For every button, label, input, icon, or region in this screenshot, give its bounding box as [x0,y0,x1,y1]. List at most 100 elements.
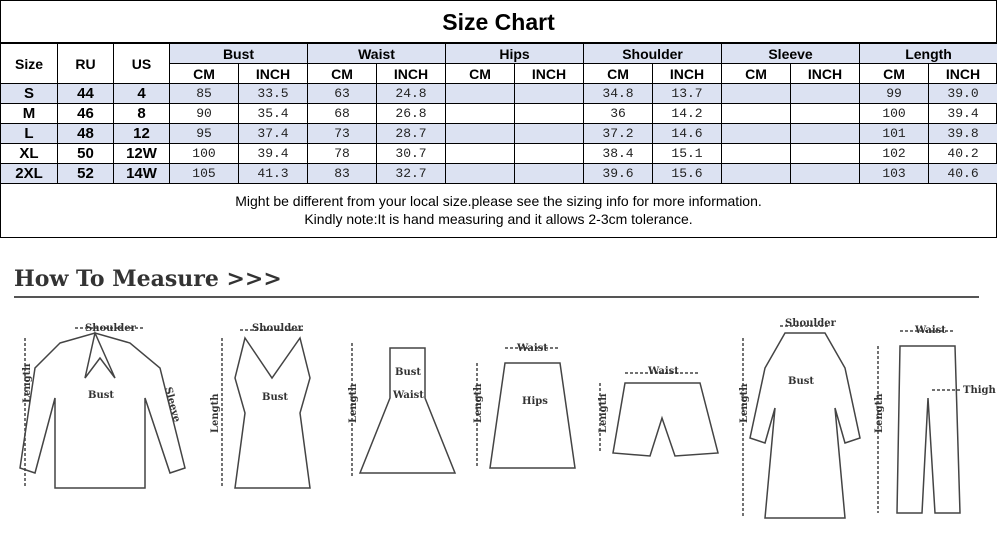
label-waist: Waist [516,343,548,354]
ru-cell: 48 [57,123,114,144]
measurement-cell: 33.5 [238,83,308,104]
measurement-cell [514,123,585,144]
measurement-cell: 85 [169,83,239,104]
header-cm: CM [859,63,930,84]
size-chart: Size Chart Size RU US Bust Waist Hips Shoulder… [0,0,997,238]
ru-cell: 44 [57,83,114,104]
size-note: Might be different from your local size.… [1,184,996,228]
label-shoulder: Shoulder [252,323,304,334]
measurement-cell: 100 [169,143,239,164]
measurement-cell: 30.7 [375,143,447,164]
measurement-cell: 36 [583,103,654,124]
header-size: Size [0,43,58,84]
measurement-cell [790,163,861,184]
header-inch: INCH [790,63,861,84]
label-length: Length [739,383,750,423]
us-cell: 12 [113,123,170,144]
measurement-cell: 37.4 [238,123,308,144]
us-cell: 14W [113,163,170,184]
measurement-cell: 15.6 [652,163,723,184]
measurement-cell: 39.4 [238,143,308,164]
label-waist: Waist [914,325,946,336]
measurement-cell: 24.8 [375,83,447,104]
header-group: Shoulder [583,43,723,64]
measurement-cell: 99 [859,83,930,104]
us-cell: 4 [113,83,170,104]
label-length: Length [210,393,221,433]
header-group: Hips [445,43,585,64]
label-waist: Waist [647,366,679,377]
label-thigh: Thigh [963,385,997,396]
size-cell: L [0,123,58,144]
measurement-cell: 14.2 [652,103,723,124]
label-bust: Bust [262,392,288,403]
measurement-cell: 32.7 [375,163,447,184]
chart-title: Size Chart [1,1,996,43]
measurement-cell: 38.4 [583,143,654,164]
measurement-cell [445,143,516,164]
label-shoulder: Shoulder [85,323,137,334]
size-cell: XL [0,143,58,164]
measurement-cell: 103 [859,163,930,184]
header-us: US [113,43,170,84]
measurement-cell: 101 [859,123,930,144]
measurement-cell [721,83,792,104]
measurement-cell [790,83,861,104]
measurement-cell [721,123,792,144]
skirt-illustration: Waist Hips Length [473,343,576,469]
measurement-cell [514,163,585,184]
label-waist: Waist [392,390,424,401]
measurement-cell: 105 [169,163,239,184]
table-row: XL 50 12W 100 39.4 78 30.7 38.4 15.1 102 40.2 [0,143,997,164]
header-inch: INCH [375,63,447,84]
ru-cell: 46 [57,103,114,124]
label-sleeve: Sleeve [162,386,182,424]
label-hips: Hips [522,396,548,407]
header-cm: CM [445,63,516,84]
measurement-cell: 39.4 [928,103,997,124]
measurement-cell: 68 [307,103,377,124]
note-line: Might be different from your local size.… [235,193,762,209]
garment-illustrations: Shoulder Bust Sleeve Length Shoulder Bus… [19,318,997,519]
measurement-cell [790,123,861,144]
measurement-cell [445,83,516,104]
dress-illustration: Bust Waist Length [348,343,457,478]
measurement-cell: 95 [169,123,239,144]
how-to-measure-section: How To Measure >>> Shoulder Bust Sleeve … [0,238,997,556]
header-group: Sleeve [721,43,861,64]
header-group: Length [859,43,997,64]
vest-illustration: Shoulder Bust Length [210,323,311,489]
measurement-cell [721,103,792,124]
size-cell: M [0,103,58,124]
blouse-illustration: Shoulder Bust Sleeve Length [19,323,186,489]
header-inch: INCH [238,63,308,84]
measurement-cell [445,103,516,124]
measurement-cell: 39.0 [928,83,997,104]
measurement-cell: 26.8 [375,103,447,124]
measurement-cell [721,163,792,184]
measurement-cell [445,123,516,144]
measurement-cell: 28.7 [375,123,447,144]
shorts-illustration: Waist Length [598,366,719,457]
size-cell: 2XL [0,163,58,184]
measurement-cell: 83 [307,163,377,184]
how-to-measure-heading: How To Measure >>> [14,266,282,292]
measurement-cell: 90 [169,103,239,124]
header-ru: RU [57,43,114,84]
header-group: Waist [306,43,447,64]
measurement-cell [445,163,516,184]
measurement-cell: 63 [307,83,377,104]
pants-illustration: Waist Thigh Length [874,325,997,514]
ru-cell: 50 [57,143,114,164]
measurement-cell [514,103,585,124]
header-inch: INCH [514,63,585,84]
label-length: Length [598,393,609,433]
table-row: 2XL 52 14W 105 41.3 83 32.7 39.6 15.6 103 40.6 [0,163,997,184]
label-length: Length [22,363,33,403]
us-cell: 12W [113,143,170,164]
measurement-cell [790,103,861,124]
measurement-cell: 13.7 [652,83,723,104]
measurement-cell [514,83,585,104]
measurement-cell: 78 [307,143,377,164]
trench-coat-illustration: Shoulder Bust Length [739,318,861,519]
